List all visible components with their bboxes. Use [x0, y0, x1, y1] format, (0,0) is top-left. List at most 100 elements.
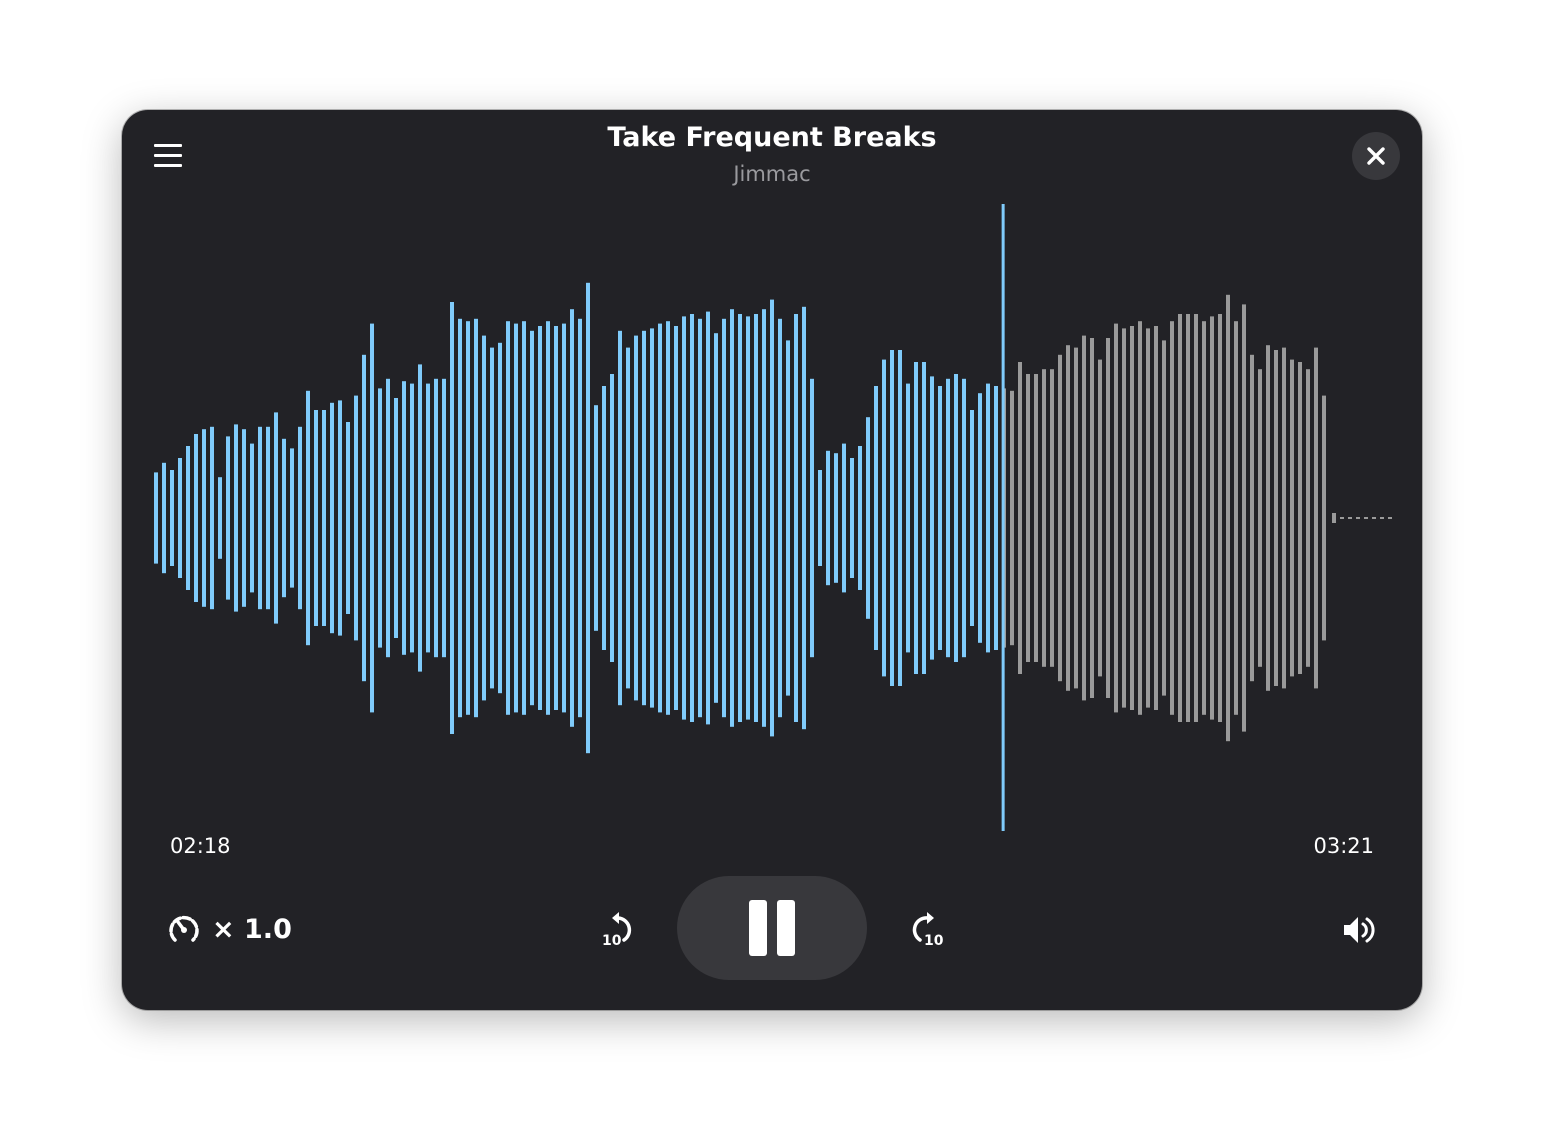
waveform-bar: [594, 405, 598, 631]
waveform-bar: [314, 410, 318, 626]
waveform-bar: [946, 378, 950, 658]
waveform-bar: [1098, 359, 1102, 677]
waveform-bar: [210, 426, 214, 610]
waveform-bar: [1154, 326, 1158, 710]
play-pause-button[interactable]: [677, 876, 867, 980]
waveform-bar: [970, 410, 974, 626]
waveform-bar: [1050, 369, 1054, 667]
waveform-bar: [410, 383, 414, 653]
elapsed-time: 02:18: [170, 834, 231, 858]
waveform-bar: [466, 321, 470, 715]
waveform-bar: [1234, 321, 1238, 715]
waveform-bar: [354, 395, 358, 641]
waveform-bar: [298, 426, 302, 610]
waveform-bar: [362, 354, 366, 682]
waveform-bar: [1186, 314, 1190, 722]
waveform-bar: [234, 424, 238, 612]
waveform-bar: [386, 378, 390, 658]
waveform-bar: [1010, 390, 1014, 646]
waveform-bar: [794, 314, 798, 722]
waveform-bar: [1274, 350, 1278, 686]
waveform-bar: [306, 390, 310, 646]
playback-speed-button[interactable]: × 1.0: [166, 906, 292, 952]
waveform-bar: [770, 299, 774, 737]
forward-10-button[interactable]: 10: [904, 908, 952, 952]
waveform-bar: [882, 359, 886, 677]
waveform-bar: [1114, 323, 1118, 713]
waveform-silence-dot: [1372, 517, 1376, 519]
waveform-bar: [1226, 294, 1230, 742]
waveform-bar: [1106, 338, 1110, 698]
waveform-bar: [490, 347, 494, 689]
waveform-bar: [1266, 345, 1270, 691]
waveform-bar: [1018, 362, 1022, 674]
track-title: Take Frequent Breaks: [607, 122, 937, 153]
waveform-bar: [434, 378, 438, 658]
waveform-silence-dot: [1380, 517, 1384, 519]
waveform-bar: [1122, 328, 1126, 708]
waveform-bar: [890, 350, 894, 686]
waveform-silence-dot: [1340, 517, 1344, 519]
waveform-bar: [1218, 314, 1222, 722]
waveform-bar: [218, 477, 222, 559]
waveform-bar: [258, 426, 262, 610]
waveform-bar: [418, 364, 422, 672]
waveform-bar: [538, 326, 542, 710]
waveform-bar: [394, 398, 398, 638]
waveform-bar: [562, 323, 566, 713]
waveform-bar: [626, 347, 630, 689]
waveform-bar: [154, 472, 158, 564]
waveform-bar: [842, 443, 846, 593]
waveform-bar: [610, 374, 614, 662]
waveform-silence-dot: [1356, 517, 1360, 519]
forward-10-icon: 10: [912, 912, 944, 949]
volume-button[interactable]: [1334, 908, 1382, 952]
waveform-bar: [482, 335, 486, 701]
waveform-bar: [330, 402, 334, 634]
waveform-bar: [338, 400, 342, 636]
svg-text:10: 10: [924, 933, 944, 949]
close-icon: [1367, 147, 1385, 165]
waveform-bar: [1314, 347, 1318, 689]
waveform-bar: [1298, 362, 1302, 674]
waveform-bar: [826, 450, 830, 586]
waveform-bar: [274, 412, 278, 624]
waveform-bar: [778, 318, 782, 718]
waveform-bar: [1066, 345, 1070, 691]
waveform-bar: [554, 326, 558, 710]
waveform-bar: [962, 378, 966, 658]
waveform-bar: [978, 393, 982, 643]
waveform-bar: [282, 438, 286, 598]
waveform-bar: [506, 321, 510, 715]
total-duration: 03:21: [1313, 834, 1374, 858]
main-menu-button[interactable]: [144, 134, 184, 178]
close-button[interactable]: [1352, 132, 1400, 180]
waveform-seekbar[interactable]: [122, 110, 1422, 1010]
waveform-bar: [1202, 321, 1206, 715]
waveform-bar: [954, 374, 958, 662]
waveform-bar: [402, 381, 406, 655]
playhead[interactable]: [1001, 204, 1005, 831]
rewind-10-button[interactable]: 10: [594, 908, 642, 952]
waveform-bar: [1042, 369, 1046, 667]
waveform-bar: [738, 314, 742, 722]
waveform-bar: [266, 426, 270, 610]
waveform-bar: [250, 443, 254, 593]
waveform-bar: [226, 436, 230, 600]
waveform-bar: [498, 342, 502, 694]
waveform-bar: [162, 462, 166, 574]
waveform-bar: [450, 302, 454, 734]
waveform-bar: [674, 326, 678, 710]
waveform-bar: [1146, 328, 1150, 708]
waveform-bar: [802, 306, 806, 730]
waveform-bar: [1170, 321, 1174, 715]
waveform-bar: [666, 321, 670, 715]
waveform-bar: [730, 309, 734, 727]
waveform-bar: [1178, 314, 1182, 722]
waveform-bar: [650, 328, 654, 708]
waveform-bar: [1130, 326, 1134, 710]
waveform-bar: [530, 330, 534, 706]
waveform-bar: [1322, 395, 1326, 641]
waveform-bar: [1258, 369, 1262, 667]
waveform-bar: [682, 316, 686, 720]
